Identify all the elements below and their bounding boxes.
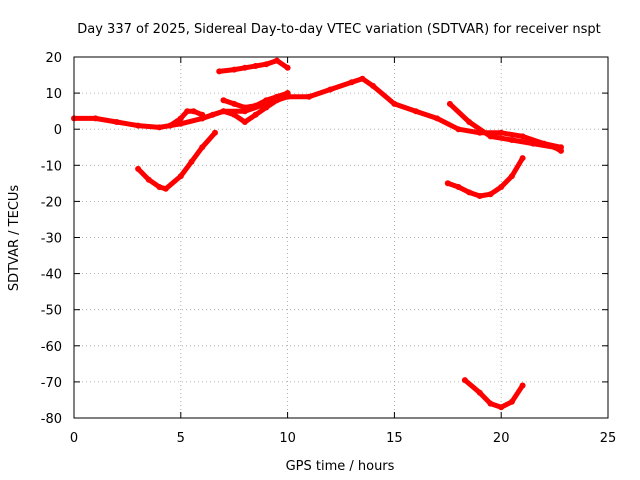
y-tick-label: -20 xyxy=(41,195,62,210)
data-point xyxy=(263,105,269,111)
y-axis-label: SDTVAR / TECUs xyxy=(7,185,22,292)
data-point xyxy=(156,124,162,130)
data-point xyxy=(135,123,141,129)
data-point xyxy=(199,112,205,118)
data-point xyxy=(221,108,227,114)
data-point xyxy=(488,401,494,407)
data-point xyxy=(263,97,269,103)
data-point xyxy=(253,112,259,118)
data-point xyxy=(466,119,472,125)
data-point xyxy=(477,390,483,396)
x-tick-label: 10 xyxy=(279,431,296,446)
data-point xyxy=(456,126,462,132)
data-point xyxy=(552,144,558,150)
data-point xyxy=(231,112,237,118)
data-point xyxy=(114,119,120,125)
data-point xyxy=(530,141,536,147)
data-point xyxy=(178,173,184,179)
sdtvar-chart: Day 337 of 2025, Sidereal Day-to-day VTE… xyxy=(0,0,640,480)
data-point xyxy=(253,103,259,109)
data-point xyxy=(359,76,365,82)
data-point xyxy=(285,65,291,71)
y-tick-label: 10 xyxy=(45,87,62,102)
data-point xyxy=(447,101,453,107)
data-point xyxy=(327,87,333,93)
data-point xyxy=(466,189,472,195)
data-point xyxy=(263,61,269,67)
data-point xyxy=(558,148,564,154)
data-point xyxy=(184,108,190,114)
data-series xyxy=(71,58,564,411)
y-tick-label: -50 xyxy=(41,304,62,319)
data-point xyxy=(156,184,162,190)
data-point xyxy=(242,119,248,125)
x-axis-label: GPS time / hours xyxy=(286,459,395,474)
data-point xyxy=(135,166,141,172)
y-tick-label: -80 xyxy=(41,412,62,427)
y-tick-label: 0 xyxy=(54,123,62,138)
data-point xyxy=(349,79,355,85)
data-point xyxy=(231,101,237,107)
y-tick-label: 20 xyxy=(45,51,62,66)
y-tick-label: -30 xyxy=(41,232,62,247)
data-point xyxy=(520,133,526,139)
data-point xyxy=(191,108,197,114)
data-point xyxy=(488,133,494,139)
data-point xyxy=(520,155,526,161)
y-tick-label: -60 xyxy=(41,340,62,355)
data-point xyxy=(242,105,248,111)
data-point xyxy=(221,97,227,103)
data-point xyxy=(391,101,397,107)
data-point xyxy=(520,383,526,389)
data-point xyxy=(210,112,216,118)
data-point xyxy=(231,67,237,73)
x-tick-label: 5 xyxy=(177,431,185,446)
x-tick-label: 25 xyxy=(600,431,617,446)
data-point xyxy=(167,123,173,129)
data-point xyxy=(498,404,504,410)
data-point xyxy=(462,377,468,383)
data-point xyxy=(285,90,291,96)
chart-title: Day 337 of 2025, Sidereal Day-to-day VTE… xyxy=(77,22,601,37)
axis-ticks: 0 5 10 15 20 25 20 10 0 -10 -20 -30 -40 -50 -60 -70 -80 xyxy=(41,51,617,446)
data-point xyxy=(242,65,248,71)
data-point xyxy=(434,115,440,121)
y-tick-label: -40 xyxy=(41,268,62,283)
data-point xyxy=(216,68,222,74)
data-point xyxy=(146,177,152,183)
x-tick-label: 0 xyxy=(70,431,78,446)
x-tick-label: 20 xyxy=(493,431,510,446)
data-point xyxy=(498,184,504,190)
data-point xyxy=(212,130,218,136)
data-point xyxy=(498,130,504,136)
data-point xyxy=(477,193,483,199)
data-point xyxy=(509,399,515,405)
data-point xyxy=(253,63,259,69)
data-point xyxy=(189,159,195,165)
data-point xyxy=(488,191,494,197)
data-point xyxy=(370,83,376,89)
data-point xyxy=(178,115,184,121)
data-point xyxy=(509,173,515,179)
data-point xyxy=(413,108,419,114)
data-point xyxy=(456,184,462,190)
data-point xyxy=(163,186,169,192)
data-point xyxy=(274,58,280,64)
data-point xyxy=(274,94,280,100)
data-point xyxy=(199,144,205,150)
grid-lines xyxy=(74,57,608,418)
series-arc-8 xyxy=(450,104,561,151)
x-tick-label: 15 xyxy=(386,431,403,446)
data-point xyxy=(306,94,312,100)
y-tick-label: -70 xyxy=(41,376,62,391)
data-point xyxy=(445,180,451,186)
data-point xyxy=(92,115,98,121)
data-point xyxy=(509,137,515,143)
y-tick-label: -10 xyxy=(41,159,62,174)
